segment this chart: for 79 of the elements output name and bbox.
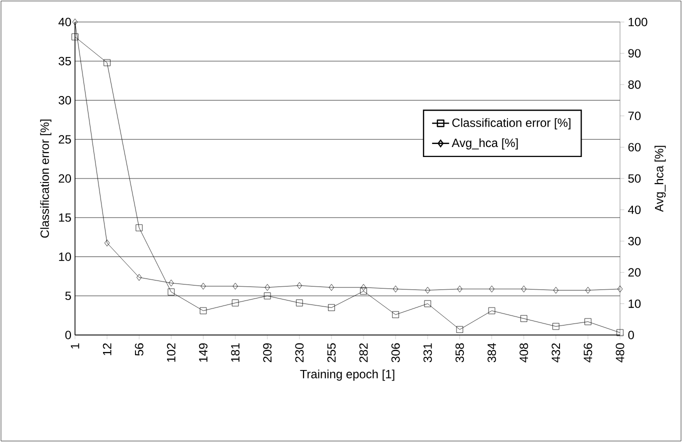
x-tick-label: 209 <box>263 343 272 362</box>
point <box>232 300 239 306</box>
y2-tick-label: 50 <box>628 174 641 183</box>
point <box>328 284 334 291</box>
x-tick-label: 149 <box>199 343 208 362</box>
x-tick-label: 12 <box>102 343 112 356</box>
point <box>457 286 462 292</box>
point <box>360 288 367 295</box>
y2-tick-label: 20 <box>628 268 641 277</box>
y2-tick-label: 60 <box>628 142 641 152</box>
y-tick-label: 20 <box>58 174 72 183</box>
y2-tick-label: 10 <box>628 299 641 308</box>
point <box>200 282 206 290</box>
x-tick-label: 181 <box>231 343 240 362</box>
point <box>585 286 591 294</box>
y2-tick-label: 80 <box>628 80 641 89</box>
y2-axis-title: Avg_hca [%] <box>654 146 666 212</box>
x-axis-title: Training epoch [1] <box>300 370 394 381</box>
point <box>488 307 496 314</box>
point <box>264 284 270 291</box>
y2-tick-label: 30 <box>628 236 641 246</box>
point <box>232 282 238 290</box>
y-tick-label: 10 <box>59 252 72 261</box>
x-tick-label: 408 <box>520 343 528 362</box>
x-tick-label: 331 <box>423 343 432 362</box>
x-tick-label: 102 <box>166 343 176 362</box>
point <box>296 282 302 289</box>
x-tick-label: 56 <box>134 343 144 356</box>
point <box>521 286 526 292</box>
x-tick-label: 1 <box>70 343 80 349</box>
x-tick-label: 480 <box>616 343 624 362</box>
point <box>584 318 592 326</box>
y-tick-label: 25 <box>58 135 71 144</box>
point <box>328 304 335 311</box>
legend-label: Avg_hca [%] <box>452 138 518 150</box>
point <box>425 286 430 294</box>
x-tick-label: 230 <box>295 343 304 362</box>
x-tick-label: 456 <box>584 343 592 362</box>
y2-tick-label: 40 <box>628 206 641 214</box>
point <box>616 329 624 336</box>
legend-label: Classification error [%] <box>452 118 570 130</box>
y-tick-label: 35 <box>58 56 71 66</box>
y-tick-label: 15 <box>59 213 71 222</box>
x-tick-label: 282 <box>359 343 368 362</box>
y-axis-title: Classification error [%] <box>40 120 52 238</box>
x-tick-label: 306 <box>391 343 400 362</box>
point <box>168 288 175 296</box>
point <box>489 286 494 292</box>
point <box>200 307 207 314</box>
point <box>136 274 142 281</box>
point <box>393 286 398 292</box>
y2-tick-label: 90 <box>628 49 641 58</box>
point <box>72 18 78 26</box>
point <box>168 280 174 286</box>
point <box>264 292 271 300</box>
point <box>617 286 623 292</box>
point <box>552 323 560 330</box>
y-tick-label: 0 <box>65 330 72 340</box>
point <box>392 311 399 318</box>
point <box>424 300 432 308</box>
y-tick-label: 30 <box>58 96 72 104</box>
point <box>136 224 143 232</box>
point <box>553 286 558 294</box>
point <box>520 315 528 322</box>
x-tick-label: 432 <box>552 343 560 362</box>
y2-tick-label: 0 <box>628 330 634 340</box>
x-tick-label: 255 <box>327 343 336 362</box>
point <box>456 326 464 333</box>
x-tick-label: 358 <box>455 343 464 362</box>
point <box>104 59 110 66</box>
y2-tick-label: 70 <box>628 112 641 120</box>
point <box>72 33 78 40</box>
x-tick-label: 384 <box>488 343 496 362</box>
y2-tick-label: 100 <box>628 18 648 26</box>
y-tick-label: 40 <box>58 18 72 26</box>
point <box>296 300 303 306</box>
y-tick-label: 5 <box>65 292 71 300</box>
point <box>104 240 110 246</box>
point <box>360 284 366 291</box>
